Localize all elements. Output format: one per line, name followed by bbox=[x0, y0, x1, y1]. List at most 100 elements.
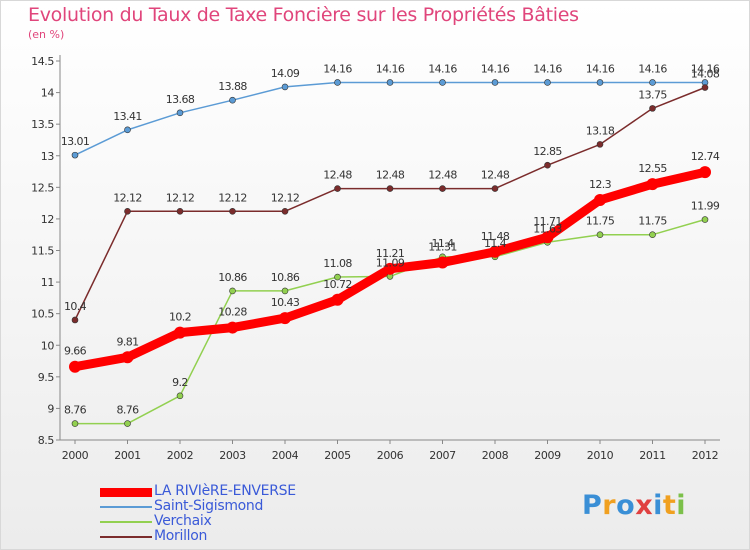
data-point bbox=[71, 316, 79, 324]
data-point bbox=[71, 151, 79, 159]
data-point bbox=[439, 79, 446, 86]
legend-label: LA RIVIèRE-ENVERSE bbox=[154, 483, 296, 499]
x-tick-label: 2000 bbox=[62, 449, 89, 462]
legend-label: Saint-Sigismond bbox=[154, 498, 264, 514]
chart-axes: 8.5 9 9.5 10 10.5 11 11.5 12 12.5 13 13.5 14 14.5 200… bbox=[31, 55, 720, 462]
x-tick-label: 2003 bbox=[219, 449, 246, 462]
y-tick-label: 8.5 bbox=[38, 434, 55, 447]
data-label: 12.12 bbox=[218, 191, 247, 204]
data-label: 12.85 bbox=[533, 145, 562, 158]
data-label: 14.09 bbox=[271, 67, 300, 80]
data-label: 12.48 bbox=[481, 169, 510, 182]
y-tick-label: 14.5 bbox=[31, 55, 54, 68]
data-label: 13.18 bbox=[586, 124, 615, 137]
data-label: 11.75 bbox=[586, 215, 615, 228]
data-label: 12.12 bbox=[113, 191, 142, 204]
y-tick-label: 11 bbox=[41, 276, 54, 289]
data-label: 10.4 bbox=[64, 300, 87, 313]
data-point bbox=[121, 351, 134, 364]
data-label: 11.48 bbox=[481, 230, 510, 243]
data-point bbox=[386, 185, 394, 192]
series-points bbox=[69, 79, 711, 427]
data-point bbox=[124, 208, 131, 215]
y-tick-label: 12 bbox=[41, 213, 54, 226]
x-tick-label: 2009 bbox=[534, 449, 561, 462]
x-tick-label: 2011 bbox=[639, 449, 665, 462]
data-point bbox=[334, 185, 341, 192]
y-tick-label: 10.5 bbox=[31, 308, 54, 321]
data-point bbox=[229, 96, 236, 104]
logo-letter: t bbox=[662, 490, 677, 521]
y-tick-label: 9 bbox=[47, 402, 54, 415]
data-label: 12.12 bbox=[271, 191, 300, 204]
logo-letter: i bbox=[676, 490, 687, 521]
data-point bbox=[229, 287, 236, 295]
data-label: 8.76 bbox=[116, 404, 139, 417]
x-tick-label: 2002 bbox=[167, 449, 193, 462]
data-label: 14.16 bbox=[428, 62, 457, 75]
data-label: 13.01 bbox=[61, 135, 90, 148]
x-tick-label: 2012 bbox=[692, 449, 718, 462]
data-point bbox=[334, 79, 341, 86]
data-point bbox=[279, 312, 291, 325]
data-point bbox=[174, 326, 186, 339]
proxiti-logo: Proxiti bbox=[582, 490, 686, 521]
data-label: 10.86 bbox=[218, 271, 247, 284]
data-point bbox=[176, 208, 184, 215]
legend-swatch bbox=[100, 536, 152, 538]
x-tick-label: 2004 bbox=[272, 449, 299, 462]
x-tick-label: 2005 bbox=[324, 449, 351, 462]
data-label: 9.2 bbox=[172, 376, 188, 389]
data-label: 12.48 bbox=[428, 169, 457, 182]
data-label: 14.16 bbox=[638, 62, 667, 75]
legend-label: Verchaix bbox=[154, 513, 212, 529]
data-point bbox=[544, 79, 551, 86]
data-point bbox=[334, 273, 341, 281]
data-point bbox=[281, 208, 289, 215]
data-label: 14.16 bbox=[533, 62, 562, 75]
legend-swatch bbox=[100, 487, 152, 497]
logo-letter: o bbox=[616, 490, 636, 521]
data-label: 14.16 bbox=[376, 62, 405, 75]
legend-label: Morillon bbox=[154, 528, 208, 544]
data-point bbox=[124, 126, 131, 134]
data-point bbox=[281, 287, 289, 295]
data-label: 13.68 bbox=[166, 93, 195, 106]
data-point bbox=[69, 360, 81, 373]
data-label: 11.63 bbox=[533, 222, 562, 235]
data-point bbox=[596, 141, 604, 148]
y-tick-label: 14 bbox=[41, 87, 55, 100]
data-point bbox=[281, 83, 289, 91]
data-point bbox=[436, 256, 449, 269]
data-label: 11.08 bbox=[323, 257, 352, 270]
data-point bbox=[701, 216, 709, 223]
data-label: 10.43 bbox=[271, 296, 300, 309]
data-label: 14.16 bbox=[323, 62, 352, 75]
data-point bbox=[649, 105, 656, 112]
y-tick-label: 12.5 bbox=[31, 181, 54, 194]
data-point bbox=[124, 420, 131, 427]
data-label: 11.99 bbox=[691, 200, 720, 213]
chart-title: Evolution du Taux de Taxe Foncière sur l… bbox=[28, 4, 579, 26]
data-label: 12.74 bbox=[691, 150, 720, 163]
data-label: 10.2 bbox=[169, 311, 191, 324]
data-label: 11.09 bbox=[376, 256, 405, 269]
data-label: 13.88 bbox=[218, 80, 247, 93]
data-point bbox=[649, 79, 656, 86]
data-point bbox=[229, 208, 236, 215]
data-label: 13.75 bbox=[638, 88, 667, 101]
data-point bbox=[699, 166, 711, 179]
y-tick-label: 13 bbox=[41, 150, 55, 163]
data-label: 12.55 bbox=[638, 162, 667, 175]
data-label: 10.72 bbox=[323, 278, 352, 291]
data-point bbox=[491, 79, 499, 86]
data-point bbox=[596, 79, 604, 86]
data-point bbox=[649, 231, 656, 239]
data-label: 14.08 bbox=[691, 68, 720, 81]
data-point bbox=[491, 185, 499, 192]
data-point bbox=[176, 109, 184, 117]
y-tick-label: 11.5 bbox=[31, 245, 54, 258]
data-point bbox=[594, 193, 606, 206]
data-point bbox=[646, 178, 659, 191]
